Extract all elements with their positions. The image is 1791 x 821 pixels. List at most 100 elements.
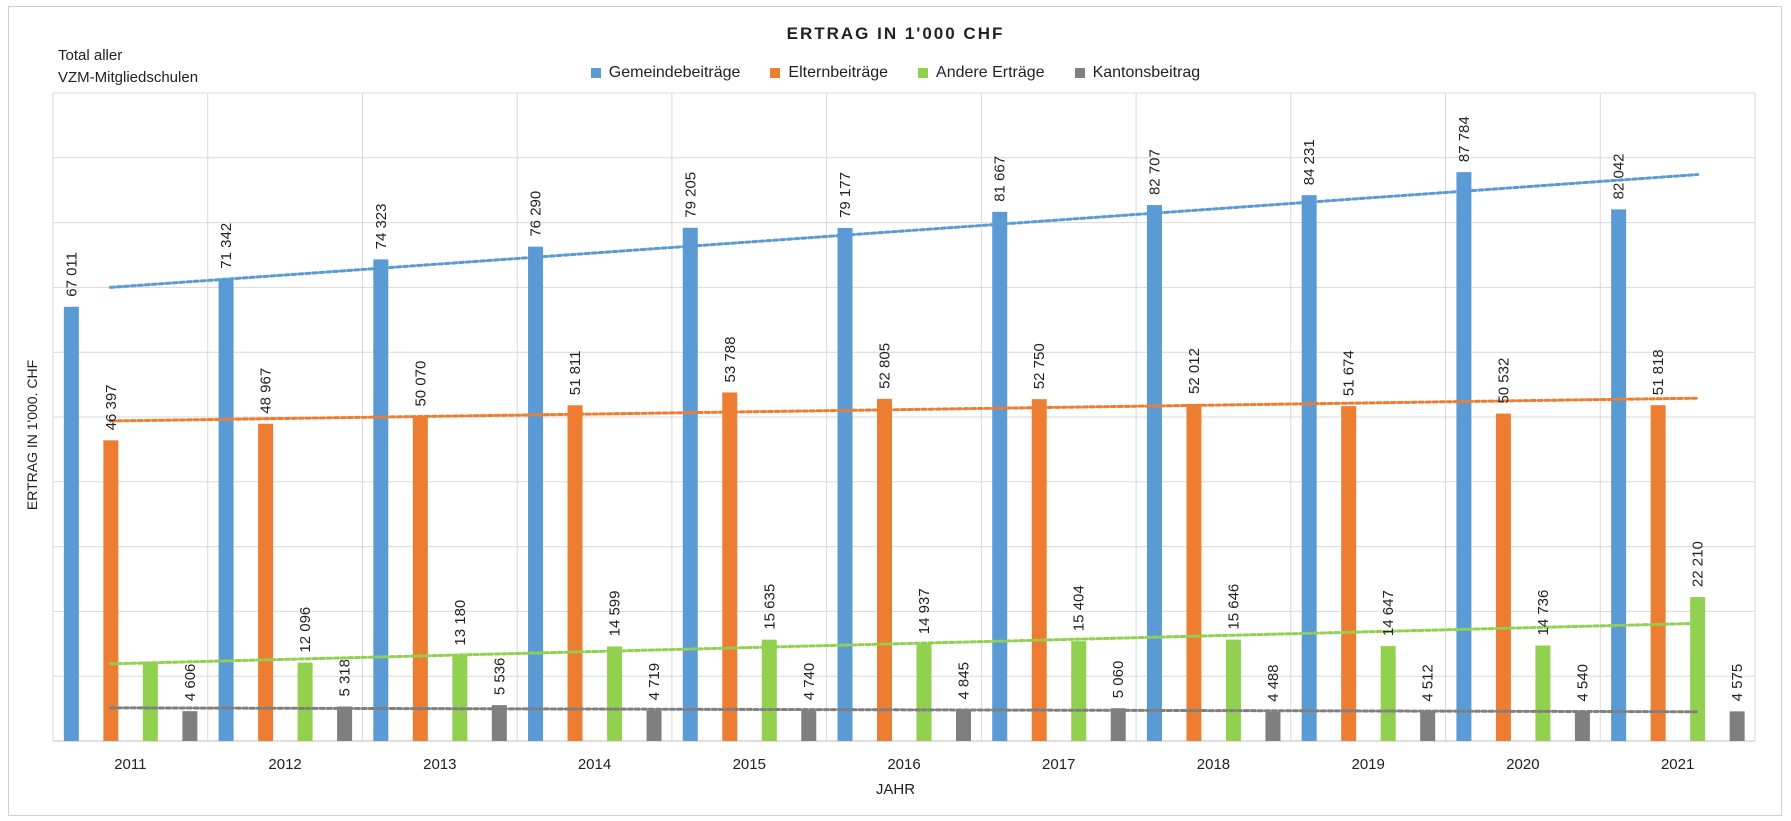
x-tick-label: 2019: [1351, 756, 1384, 773]
data-label-1-2011: 46 397: [103, 384, 120, 430]
chart-note-line-2: VZM-Mitgliedschulen: [58, 69, 199, 86]
bar-kantonsbeitrag-2019: [1420, 711, 1436, 741]
legend-label-gemeindebeitraege: Gemeindebeiträge: [608, 64, 741, 81]
data-label-2-2015: 15 635: [761, 584, 778, 630]
legend-label-andere-ertraege: Andere Erträge: [936, 64, 1045, 81]
data-label-1-2019: 51 674: [1341, 350, 1358, 396]
bar-andere-ertr-ge-2012: [297, 662, 313, 741]
data-label-2-2014: 14 599: [607, 591, 624, 637]
data-label-3-2016: 4 845: [956, 662, 973, 700]
bar-kantonsbeitrag-2011: [182, 711, 198, 741]
bar-elternbeitr-ge-2021: [1650, 405, 1666, 741]
bar-gemeindebeitr-ge-2020: [1456, 172, 1472, 742]
bar-gemeindebeitr-ge-2015: [682, 227, 698, 742]
bar-gemeindebeitr-ge-2014: [528, 246, 544, 741]
legend-label-kantonsbeitrag: Kantonsbeitrag: [1092, 64, 1201, 81]
data-label-3-2012: 5 318: [337, 659, 354, 697]
data-label-0-2013: 74 323: [373, 203, 390, 249]
data-label-3-2018: 4 488: [1265, 664, 1282, 702]
x-tick-label: 2016: [887, 756, 920, 773]
legend-label-elternbeitraege: Elternbeiträge: [788, 64, 889, 81]
data-label-0-2014: 76 290: [528, 191, 545, 237]
legend-swatch-andere-ertraege: [918, 68, 929, 78]
data-label-0-2020: 87 784: [1456, 116, 1473, 162]
trendline-kantonsbeitrag: [108, 706, 1700, 714]
data-label-2-2019: 14 647: [1380, 590, 1397, 636]
bar-andere-ertr-ge-2011: [142, 661, 158, 741]
bar-elternbeitr-ge-2017: [1031, 399, 1047, 741]
legend-item-gemeindebeitraege: Gemeindebeiträge: [590, 64, 741, 82]
bar-andere-ertr-ge-2018: [1225, 639, 1241, 741]
bar-kantonsbeitrag-2020: [1574, 711, 1590, 741]
bar-kantonsbeitrag-2013: [491, 705, 507, 741]
data-label-2-2018: 15 646: [1225, 584, 1242, 630]
bar-gemeindebeitr-ge-2018: [1146, 205, 1162, 741]
bar-kantonsbeitrag-2018: [1265, 711, 1281, 741]
bar-gemeindebeitr-ge-2021: [1611, 209, 1627, 741]
data-label-3-2014: 4 719: [646, 663, 663, 701]
data-label-1-2018: 52 012: [1186, 348, 1203, 394]
legend-item-elternbeitraege: Elternbeiträge: [770, 64, 888, 82]
data-label-2-2020: 14 736: [1535, 590, 1552, 636]
x-tick-label: 2012: [268, 756, 301, 773]
x-tick-label: 2018: [1197, 756, 1230, 773]
bar-andere-ertr-ge-2020: [1535, 645, 1551, 741]
data-label-3-2015: 4 740: [801, 663, 818, 701]
data-label-0-2015: 79 205: [682, 172, 699, 218]
bar-andere-ertr-ge-2016: [916, 644, 932, 741]
data-label-1-2021: 51 818: [1650, 349, 1667, 395]
data-label-0-2019: 84 231: [1301, 139, 1318, 185]
legend-swatch-kantonsbeitrag: [1074, 68, 1085, 78]
legend-swatch-gemeindebeitraege: [590, 68, 601, 78]
bar-andere-ertr-ge-2014: [607, 646, 623, 741]
bar-kantonsbeitrag-2012: [337, 706, 353, 741]
bar-kantonsbeitrag-2015: [801, 710, 817, 741]
bar-kantonsbeitrag-2014: [646, 710, 662, 741]
x-tick-label: 2013: [423, 756, 456, 773]
bar-gemeindebeitr-ge-2012: [218, 278, 234, 741]
data-label-0-2018: 82 707: [1146, 149, 1163, 195]
bar-gemeindebeitr-ge-2019: [1301, 195, 1317, 742]
bar-elternbeitr-ge-2013: [412, 416, 428, 741]
bar-kantonsbeitrag-2017: [1110, 708, 1126, 741]
data-label-3-2019: 4 512: [1420, 664, 1437, 702]
bar-kantonsbeitrag-2016: [956, 709, 971, 741]
bar-elternbeitr-ge-2018: [1186, 403, 1202, 741]
data-label-2-2017: 15 404: [1071, 585, 1088, 631]
bar-andere-ertr-ge-2017: [1071, 641, 1087, 741]
bar-gemeindebeitr-ge-2016: [837, 227, 853, 741]
data-label-2-2012: 12 096: [297, 607, 314, 653]
data-label-3-2013: 5 536: [491, 658, 508, 696]
bar-gemeindebeitr-ge-2013: [373, 259, 389, 741]
data-label-2-2013: 13 180: [452, 600, 469, 646]
x-tick-label: 2021: [1661, 756, 1694, 773]
x-tick-label: 2017: [1042, 756, 1075, 773]
x-tick-label: 2015: [733, 756, 766, 773]
data-label-1-2020: 50 532: [1495, 358, 1512, 404]
x-tick-label: 2020: [1506, 756, 1539, 773]
bar-elternbeitr-ge-2020: [1495, 413, 1511, 741]
data-label-0-2016: 79 177: [837, 172, 854, 218]
data-label-0-2012: 71 342: [218, 223, 235, 269]
legend-item-andere-ertraege: Andere Erträge: [918, 64, 1045, 82]
legend-item-kantonsbeitrag: Kantonsbeitrag: [1074, 64, 1201, 82]
data-label-3-2020: 4 540: [1574, 664, 1591, 702]
bar-elternbeitr-ge-2011: [103, 440, 119, 741]
data-label-0-2021: 82 042: [1611, 153, 1628, 199]
data-label-1-2012: 48 967: [258, 368, 275, 414]
bar-kantonsbeitrag-2021: [1729, 711, 1745, 741]
data-label-2-2021: 22 210: [1690, 541, 1707, 587]
legend-swatch-elternbeitraege: [770, 68, 781, 78]
bar-andere-ertr-ge-2015: [761, 639, 777, 741]
x-tick-label: 2011: [114, 756, 146, 773]
trendline-andere-ertr-ge: [108, 621, 1700, 666]
trendline-elternbeitr-ge: [108, 396, 1700, 423]
data-label-0-2017: 81 667: [992, 156, 1009, 202]
data-label-1-2014: 51 811: [567, 350, 584, 395]
trendline-gemeindebeitr-ge: [108, 173, 1700, 289]
bar-elternbeitr-ge-2012: [258, 423, 274, 741]
data-label-3-2011: 4 606: [182, 664, 199, 702]
chart-note-line-1: Total aller: [58, 47, 123, 64]
bar-elternbeitr-ge-2014: [567, 405, 583, 741]
